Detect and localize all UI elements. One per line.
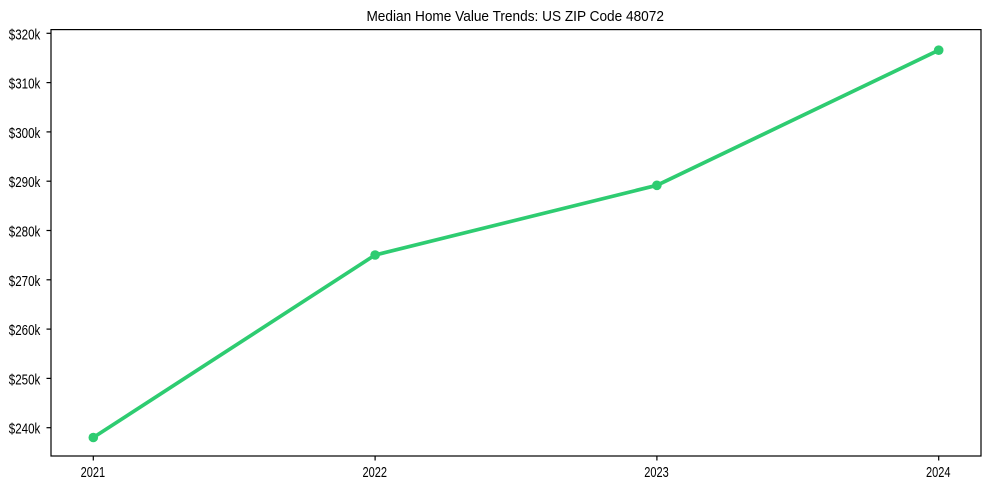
svg-text:$320k: $320k bbox=[9, 27, 41, 43]
svg-text:$300k: $300k bbox=[9, 126, 41, 142]
svg-text:2023: 2023 bbox=[644, 465, 669, 481]
svg-text:$280k: $280k bbox=[9, 225, 41, 241]
svg-text:Median Home Value Trends: US Z: Median Home Value Trends: US ZIP Code 48… bbox=[366, 9, 664, 25]
svg-text:$270k: $270k bbox=[9, 274, 41, 290]
svg-text:2022: 2022 bbox=[362, 465, 387, 481]
svg-text:$240k: $240k bbox=[9, 422, 41, 438]
svg-text:2021: 2021 bbox=[81, 465, 106, 481]
svg-text:$290k: $290k bbox=[9, 175, 41, 191]
svg-text:$310k: $310k bbox=[9, 77, 41, 93]
svg-text:$250k: $250k bbox=[9, 372, 41, 388]
svg-text:$260k: $260k bbox=[9, 323, 41, 339]
svg-text:2024: 2024 bbox=[926, 465, 951, 481]
